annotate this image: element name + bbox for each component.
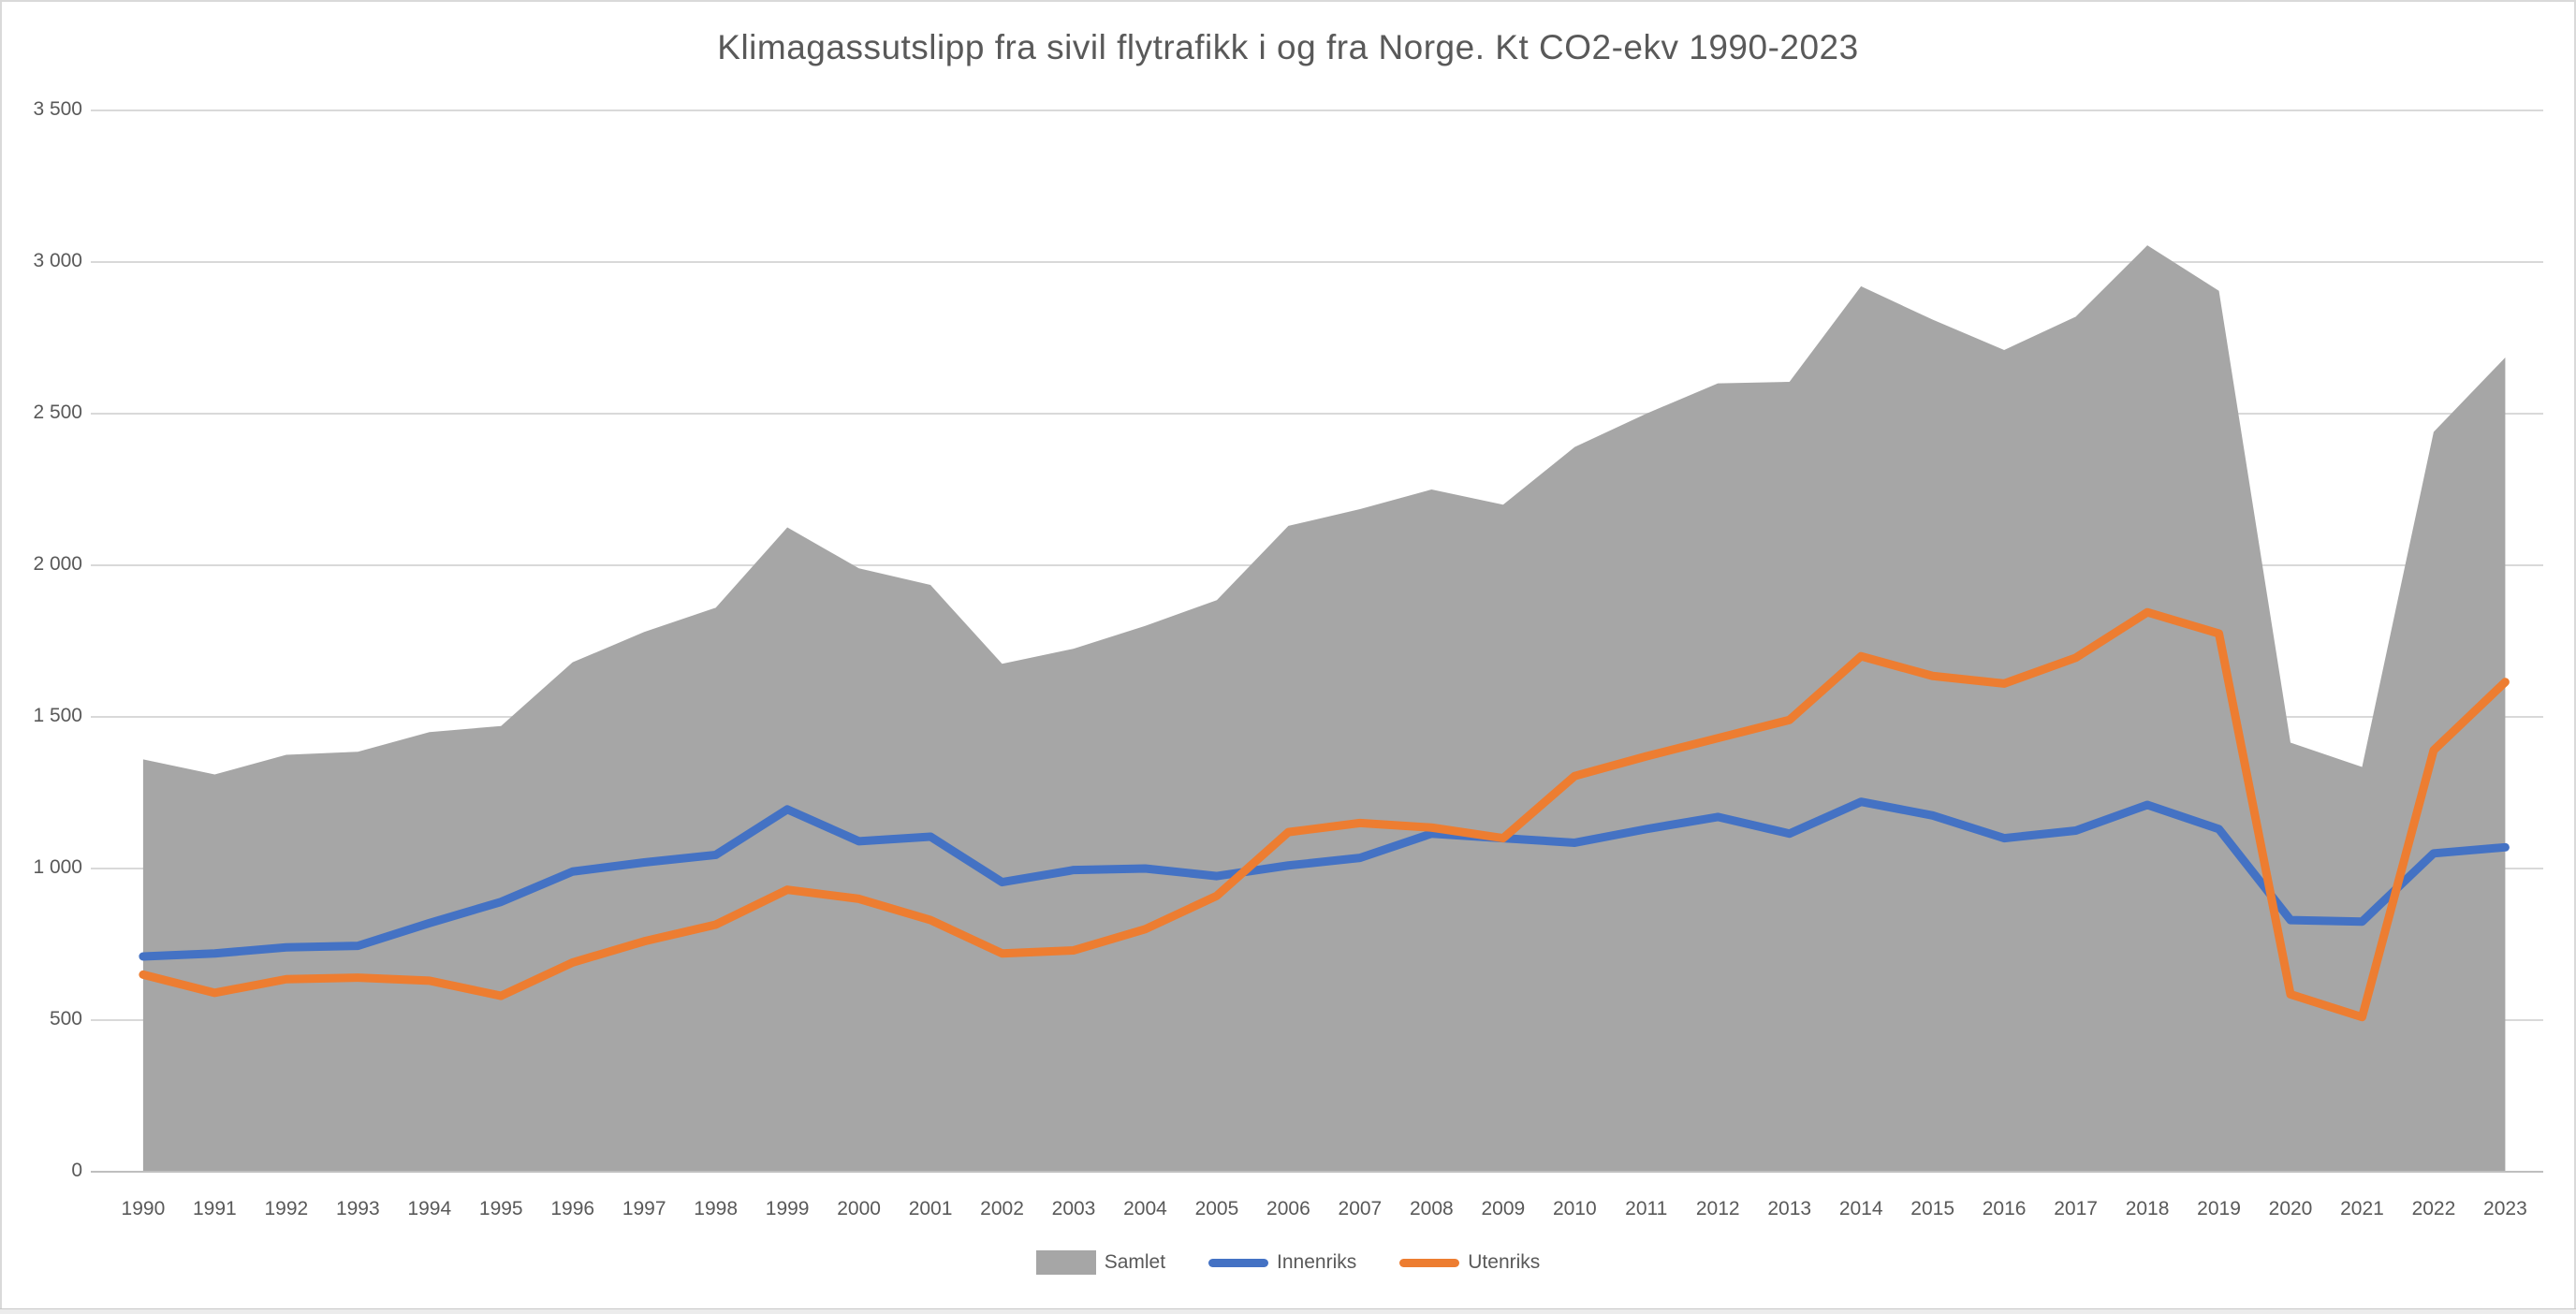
x-tick-label-2016: 2016 bbox=[1982, 1198, 2027, 1219]
y-tick-label: 2 500 bbox=[33, 402, 82, 423]
x-tick-label-1996: 1996 bbox=[550, 1198, 595, 1219]
legend-label: Utenriks bbox=[1468, 1251, 1541, 1273]
x-tick-label-2001: 2001 bbox=[908, 1198, 953, 1219]
x-tick-label-1991: 1991 bbox=[193, 1198, 237, 1219]
x-tick-label-1999: 1999 bbox=[765, 1198, 810, 1219]
innenriks-line-series bbox=[139, 797, 2510, 961]
x-tick-label-1992: 1992 bbox=[264, 1198, 309, 1219]
y-tick-label: 3 500 bbox=[33, 98, 82, 120]
x-tick-label-1998: 1998 bbox=[694, 1198, 739, 1219]
x-tick-label-2000: 2000 bbox=[837, 1198, 881, 1219]
legend-label: Innenriks bbox=[1277, 1251, 1357, 1273]
y-tick-label: 0 bbox=[71, 1160, 82, 1181]
x-tick-label-1997: 1997 bbox=[622, 1198, 666, 1219]
x-tick-label-2022: 2022 bbox=[2411, 1198, 2456, 1219]
legend-item-samlet[interactable]: Samlet bbox=[1035, 1250, 1166, 1275]
x-tick-label-2004: 2004 bbox=[1123, 1198, 1167, 1219]
x-tick-label-2017: 2017 bbox=[2054, 1198, 2098, 1219]
x-tick-label-1990: 1990 bbox=[121, 1198, 166, 1219]
legend-item-innenriks[interactable]: Innenriks bbox=[1208, 1251, 1356, 1274]
x-tick-label-2015: 2015 bbox=[1910, 1198, 1954, 1219]
y-tick-label: 3 000 bbox=[33, 250, 82, 271]
x-tick-label-1993: 1993 bbox=[335, 1198, 380, 1219]
x-tick-label-2009: 2009 bbox=[1481, 1198, 1526, 1219]
chart-title: Klimagassutslipp fra sivil flytrafikk i … bbox=[717, 28, 1859, 66]
x-tick-label-2007: 2007 bbox=[1338, 1198, 1383, 1219]
legend-item-utenriks[interactable]: Utenriks bbox=[1399, 1251, 1540, 1274]
legend-label: Samlet bbox=[1104, 1251, 1166, 1273]
y-tick-label: 1 000 bbox=[33, 856, 82, 878]
x-tick-label-2002: 2002 bbox=[980, 1198, 1024, 1219]
utenriks-swatch-icon bbox=[1399, 1258, 1460, 1267]
x-tick-label-2008: 2008 bbox=[1410, 1198, 1454, 1219]
samlet-area-series bbox=[142, 245, 2506, 1172]
x-tick-label-2014: 2014 bbox=[1838, 1198, 1883, 1219]
x-tick-label-1994: 1994 bbox=[407, 1198, 452, 1219]
x-tick-label-2012: 2012 bbox=[1695, 1198, 1740, 1219]
x-tick-label-2019: 2019 bbox=[2197, 1198, 2241, 1219]
x-tick-label-2003: 2003 bbox=[1051, 1198, 1096, 1219]
x-tick-label-2011: 2011 bbox=[1625, 1198, 1668, 1219]
bottom-edge-strip bbox=[0, 1308, 2576, 1314]
x-tick-label-2018: 2018 bbox=[2125, 1198, 2170, 1219]
x-tick-label-2010: 2010 bbox=[1552, 1198, 1597, 1219]
y-tick-label: 2 000 bbox=[33, 553, 82, 575]
samlet-swatch-icon bbox=[1035, 1250, 1096, 1275]
innenriks-swatch-icon bbox=[1208, 1258, 1269, 1267]
utenriks-line-series bbox=[139, 607, 2510, 1022]
x-tick-label-2021: 2021 bbox=[2340, 1198, 2384, 1219]
y-tick-label: 500 bbox=[49, 1008, 82, 1029]
legend: Samlet Innenriks Utenriks bbox=[0, 1250, 2576, 1275]
x-tick-label-2023: 2023 bbox=[2483, 1198, 2527, 1219]
x-tick-label-2005: 2005 bbox=[1194, 1198, 1239, 1219]
x-tick-label-2006: 2006 bbox=[1266, 1198, 1310, 1219]
x-tick-label-2020: 2020 bbox=[2268, 1198, 2313, 1219]
y-tick-label: 1 500 bbox=[33, 705, 82, 726]
x-tick-label-2013: 2013 bbox=[1767, 1198, 1812, 1219]
x-tick-label-1995: 1995 bbox=[478, 1198, 523, 1219]
